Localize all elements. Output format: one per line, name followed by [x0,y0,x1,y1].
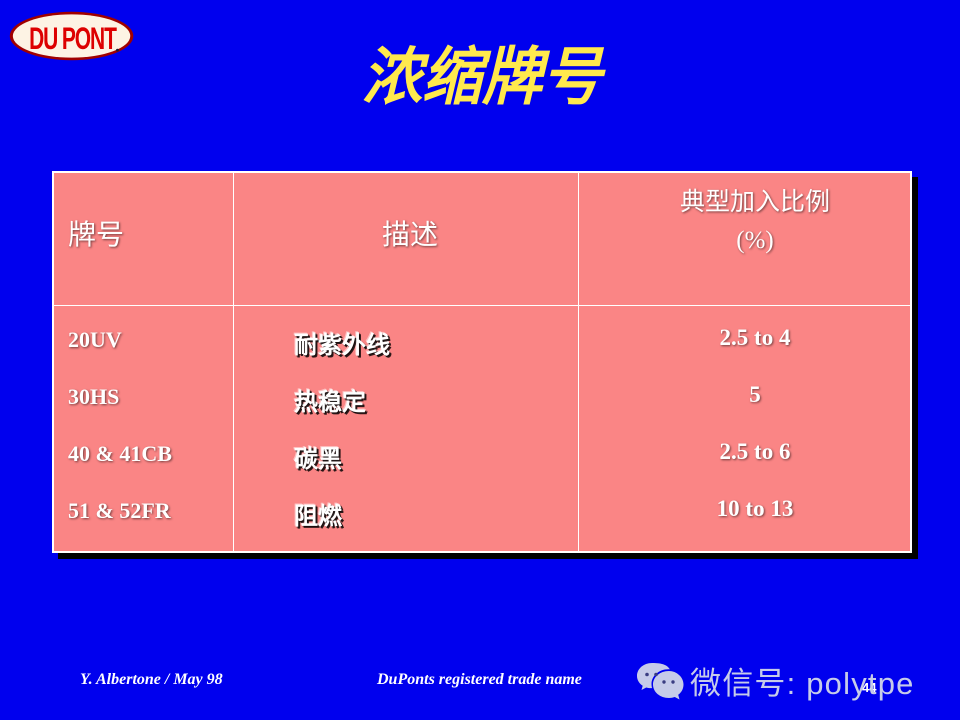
svg-text:DU PONT: DU PONT [29,21,117,56]
